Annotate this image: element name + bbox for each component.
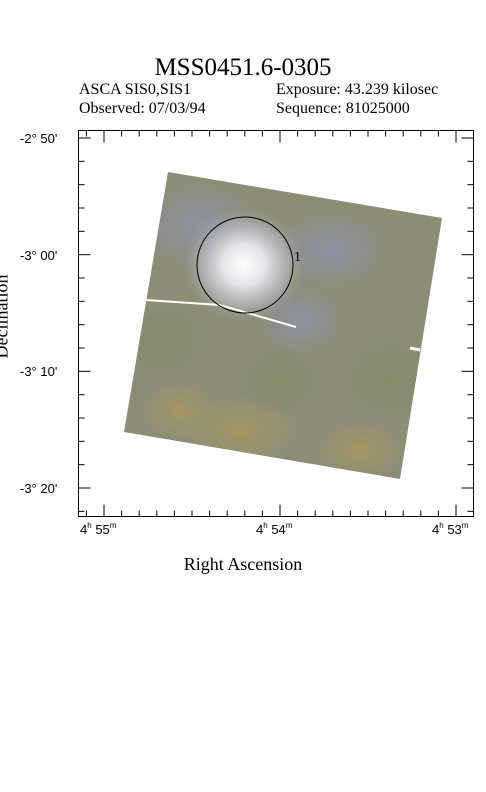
plot-frame [78, 130, 474, 517]
axis-ticks [78, 130, 474, 517]
dec-tick-label: -3° 00' [20, 248, 58, 263]
ra-tick-label: 4h 55m [80, 521, 117, 537]
sequence-label: Sequence: 81025000 [276, 100, 410, 117]
instrument-label: ASCA SIS0,SIS1 [79, 81, 192, 98]
source-region-circle [196, 216, 294, 314]
dec-tick-label: -3° 20' [20, 481, 58, 496]
y-axis-label: Declination [0, 274, 12, 359]
ra-tick-label: 4h 54m [256, 521, 293, 537]
detector-field-image [124, 172, 442, 479]
dec-tick-label: -3° 10' [20, 364, 58, 379]
ra-tick-label: 4h 53m [432, 521, 469, 537]
dec-tick-label: -2° 50' [20, 131, 58, 146]
source-number-label: 1 [294, 250, 301, 265]
x-axis-label: Right Ascension [183, 554, 303, 574]
exposure-label: Exposure: 43.239 kilosec [276, 81, 439, 98]
image-title: MSS0451.6-0305 [154, 54, 332, 81]
observed-label: Observed: 07/03/94 [79, 100, 206, 117]
